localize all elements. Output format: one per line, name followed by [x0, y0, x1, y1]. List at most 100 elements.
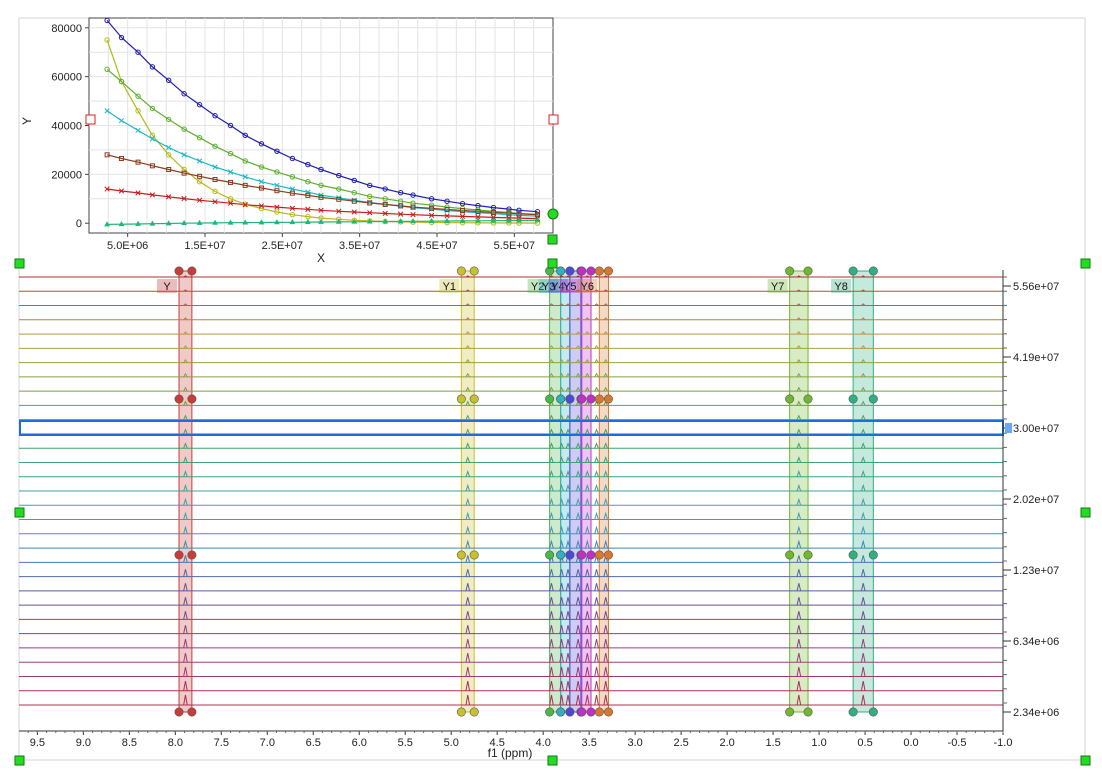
spectrum-peak: [603, 331, 608, 335]
spectrum-peak: [559, 358, 564, 363]
scatter-point: [212, 188, 218, 195]
region-edge-handle[interactable]: [803, 550, 813, 560]
scatter-point: [335, 218, 342, 224]
region-edge-handle[interactable]: [469, 550, 479, 560]
region-label[interactable]: Y2: [531, 281, 544, 293]
region-edge-handle[interactable]: [586, 707, 596, 717]
region-edge-handle[interactable]: [868, 707, 878, 717]
region-edge-handle[interactable]: [456, 707, 466, 717]
region-label[interactable]: Y1: [443, 281, 456, 293]
region-edge-handle[interactable]: [594, 266, 604, 276]
region-edge-handle[interactable]: [803, 707, 813, 717]
spectrum-peak: [860, 497, 866, 506]
region-edge-handle[interactable]: [785, 707, 795, 717]
region-edge-handle[interactable]: [785, 394, 795, 404]
region-edge-handle[interactable]: [803, 266, 813, 276]
region-edge-handle[interactable]: [565, 707, 575, 717]
region-edge-handle[interactable]: [556, 707, 566, 717]
region-label[interactable]: Y8: [834, 281, 847, 293]
region-edge-handle[interactable]: [187, 707, 197, 717]
region-edge-handle[interactable]: [174, 707, 184, 717]
region-edge-handle[interactable]: [545, 707, 555, 717]
region-edge-handle[interactable]: [603, 266, 613, 276]
region-edge-handle[interactable]: [565, 550, 575, 560]
spectrum-peak: [183, 525, 188, 534]
region-edge-handle[interactable]: [848, 394, 858, 404]
region-edge-handle[interactable]: [187, 266, 197, 276]
spectrum-peak: [565, 344, 571, 349]
region-edge-handle[interactable]: [586, 266, 596, 276]
region-edge-handle[interactable]: [848, 707, 858, 717]
region-edge-handle[interactable]: [868, 394, 878, 404]
frame-handle-bottom-right[interactable]: [1080, 755, 1091, 766]
inset-resize-handle-right[interactable]: [548, 114, 559, 125]
region-edge-handle[interactable]: [187, 394, 197, 404]
frame-handle-middle-right[interactable]: [1080, 507, 1091, 518]
spectrum-peak: [465, 275, 470, 278]
region-edge-handle[interactable]: [603, 707, 613, 717]
frame-handle-top-left[interactable]: [14, 258, 25, 269]
region-edge-handle[interactable]: [785, 266, 795, 276]
region-label[interactable]: Y3: [542, 281, 555, 293]
spectrum-peak: [465, 303, 470, 306]
inset-anchor-handle[interactable]: [547, 208, 559, 220]
inset-resize-handle-left[interactable]: [85, 114, 96, 125]
region-edge-handle[interactable]: [848, 266, 858, 276]
region-label[interactable]: Y7: [771, 281, 784, 293]
spectrum-peak: [796, 442, 802, 449]
region-edge-handle[interactable]: [556, 394, 566, 404]
region-edge-handle[interactable]: [848, 550, 858, 560]
region-edge-handle[interactable]: [594, 550, 604, 560]
spectrum-peak: [594, 344, 599, 349]
region-edge-handle[interactable]: [586, 550, 596, 560]
region-edge-handle[interactable]: [868, 266, 878, 276]
scatter-point: [135, 190, 141, 196]
scatter-x-axis-label: X: [317, 251, 325, 265]
region-edge-handle[interactable]: [556, 550, 566, 560]
region-edge-handle[interactable]: [556, 266, 566, 276]
region-edge-handle[interactable]: [565, 266, 575, 276]
region-edge-handle[interactable]: [174, 394, 184, 404]
scatter-point: [459, 217, 466, 223]
region-edge-handle[interactable]: [174, 266, 184, 276]
region-edge-handle[interactable]: [785, 550, 795, 560]
region-edge-handle[interactable]: [577, 550, 587, 560]
scatter-point: [305, 161, 311, 168]
region-edge-handle[interactable]: [586, 394, 596, 404]
region-edge-handle[interactable]: [456, 394, 466, 404]
region-label[interactable]: Y4: [551, 281, 564, 293]
frame-handle-top-center[interactable]: [547, 258, 558, 269]
region-label[interactable]: Y6: [581, 281, 594, 293]
frame-handle-bottom-center[interactable]: [547, 755, 558, 766]
region-edge-handle[interactable]: [868, 550, 878, 560]
region-edge-handle[interactable]: [545, 394, 555, 404]
region-edge-handle[interactable]: [456, 266, 466, 276]
region-label[interactable]: Y5: [563, 281, 576, 293]
region-edge-handle[interactable]: [803, 394, 813, 404]
spectrum-peak: [585, 331, 590, 335]
region-edge-handle[interactable]: [577, 266, 587, 276]
spectrum-peak: [565, 470, 571, 477]
region-edge-handle[interactable]: [603, 550, 613, 560]
region-edge-handle[interactable]: [469, 394, 479, 404]
region-edge-handle[interactable]: [469, 266, 479, 276]
region-edge-handle[interactable]: [545, 550, 555, 560]
frame-handle-top-right[interactable]: [1080, 258, 1091, 269]
region-edge-handle[interactable]: [187, 550, 197, 560]
region-edge-handle[interactable]: [456, 550, 466, 560]
frame-handle-bottom-left[interactable]: [14, 755, 25, 766]
region-edge-handle[interactable]: [594, 707, 604, 717]
decay-scatter-plot: 5.0E+06 1.5E+07 2.5E+07 3.5E+07 4.5E+07 5.5E+…: [20, 17, 559, 265]
spectrum-peak: [565, 625, 571, 634]
region-edge-handle[interactable]: [603, 394, 613, 404]
region-edge-handle[interactable]: [577, 394, 587, 404]
region-edge-handle[interactable]: [174, 550, 184, 560]
region-edge-handle[interactable]: [565, 394, 575, 404]
inset-handle-bottom[interactable]: [547, 234, 558, 245]
region-edge-handle[interactable]: [469, 707, 479, 717]
region-edge-handle[interactable]: [577, 707, 587, 717]
region-edge-handle[interactable]: [594, 394, 604, 404]
spectrum-peak: [603, 525, 609, 534]
region-label[interactable]: Y: [163, 281, 171, 293]
frame-handle-middle-left[interactable]: [14, 507, 25, 518]
